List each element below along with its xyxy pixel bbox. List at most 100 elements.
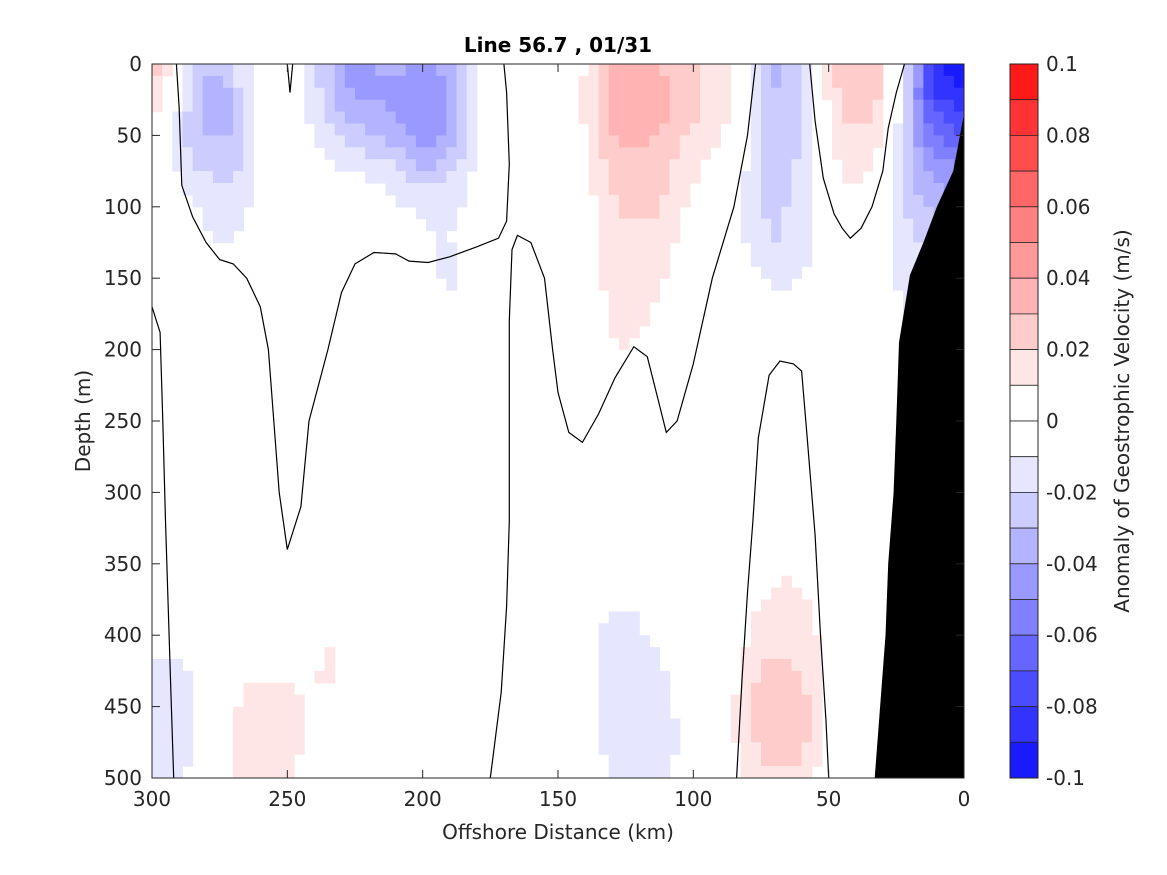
heatmap-cell [314, 99, 326, 113]
heatmap-cell [953, 75, 964, 89]
heatmap-cell [365, 111, 376, 125]
heatmap-cell [842, 123, 853, 136]
heatmap-cell [405, 75, 417, 89]
heatmap-cell [385, 64, 397, 77]
heatmap-cell [913, 242, 924, 255]
heatmap-cell [659, 742, 671, 755]
heatmap-cell [608, 325, 620, 339]
heatmap-cell [263, 754, 275, 767]
heatmap-cell [223, 87, 234, 101]
heatmap-cell [791, 242, 803, 255]
heatmap-cell [913, 64, 924, 77]
heatmap-cell [212, 135, 224, 148]
heatmap-cell [405, 194, 417, 208]
heatmap-cell [892, 266, 904, 279]
heatmap-cell [385, 147, 397, 160]
heatmap-cell [212, 230, 224, 244]
heatmap-cell [943, 123, 955, 136]
heatmap-cell [314, 75, 326, 89]
heatmap-cell [892, 254, 904, 267]
heatmap-cell [608, 218, 620, 232]
colorbar-segment [1009, 634, 1039, 672]
heatmap-cell [172, 754, 184, 767]
heatmap-cell [334, 147, 346, 160]
heatmap-cell [801, 254, 813, 267]
heatmap-cell [740, 194, 752, 208]
heatmap-cell [791, 587, 803, 601]
heatmap-cell [182, 171, 194, 184]
heatmap-cell [618, 171, 630, 184]
heatmap-cell [344, 64, 356, 77]
heatmap-cell [233, 183, 244, 196]
heatmap-cell [375, 87, 387, 101]
heatmap-cell [842, 75, 853, 89]
heatmap-cell [588, 159, 600, 172]
heatmap-cell [913, 111, 924, 125]
heatmap-cell [781, 706, 793, 720]
colorbar-segment [1009, 349, 1039, 386]
heatmap-cell [943, 111, 955, 125]
heatmap-cell [253, 742, 265, 755]
heatmap-cell [466, 64, 478, 77]
heatmap-cell [446, 183, 458, 196]
heatmap-cell [608, 206, 620, 220]
heatmap-cell [355, 159, 366, 172]
x-tick-label: 300 [133, 787, 171, 811]
x-tick-label: 200 [404, 787, 442, 811]
x-axis: 300 250 200 150 100 50 0 [133, 64, 970, 811]
heatmap-cell [872, 87, 884, 101]
heatmap-cell [253, 766, 265, 778]
heatmap-cell [202, 147, 214, 160]
heatmap-cell [223, 75, 234, 89]
heatmap-cell [212, 111, 224, 125]
heatmap-cell [771, 206, 782, 220]
heatmap-cell [212, 64, 224, 77]
heatmap-cell [629, 290, 640, 303]
heatmap-cell [801, 206, 813, 220]
heatmap-cell [344, 87, 356, 101]
heatmap-cell [182, 694, 194, 708]
heatmap-cell [598, 206, 610, 220]
heatmap-cell [771, 706, 782, 720]
heatmap-cell [943, 64, 955, 77]
heatmap-cell [446, 159, 458, 172]
y-tick-label: 400 [104, 623, 142, 647]
heatmap-cell [761, 694, 772, 708]
heatmap-cell [781, 611, 793, 624]
heatmap-cell [588, 135, 600, 148]
heatmap-cell [750, 99, 762, 113]
heatmap-cell [832, 123, 843, 136]
heatmap-cell [771, 64, 782, 77]
heatmap-cell [933, 99, 945, 113]
heatmap-cell [202, 159, 214, 172]
heatmap-cell [781, 682, 793, 696]
heatmap-cell [415, 147, 427, 160]
heatmap-cell [639, 147, 650, 160]
heatmap-cell [669, 123, 681, 136]
heatmap-cell [659, 111, 671, 125]
colorbar-tick-label: -0.08 [1046, 695, 1098, 719]
heatmap-cell [598, 159, 610, 172]
heatmap-cell [446, 123, 458, 136]
heatmap-cell [943, 135, 955, 148]
heatmap-cell [832, 135, 843, 148]
heatmap-cell [750, 87, 762, 101]
colorbar-segment [1009, 313, 1039, 350]
heatmap-cell [405, 64, 417, 77]
heatmap-cell [233, 87, 244, 101]
heatmap-cell [781, 87, 793, 101]
heatmap-cell [243, 682, 255, 696]
heatmap-cell [943, 159, 955, 172]
zero-contour-line [489, 64, 757, 778]
heatmap-cell [243, 730, 255, 743]
heatmap-cell [659, 87, 671, 101]
heatmap-cell [649, 218, 661, 232]
heatmap-cell [426, 159, 437, 172]
heatmap-cell [903, 87, 914, 101]
heatmap-cell [436, 99, 447, 113]
heatmap-cell [842, 64, 853, 77]
heatmap-cell [639, 766, 650, 778]
heatmap-cell [578, 87, 590, 101]
heatmap-cell [253, 730, 265, 743]
y-tick-label: 150 [104, 266, 142, 290]
